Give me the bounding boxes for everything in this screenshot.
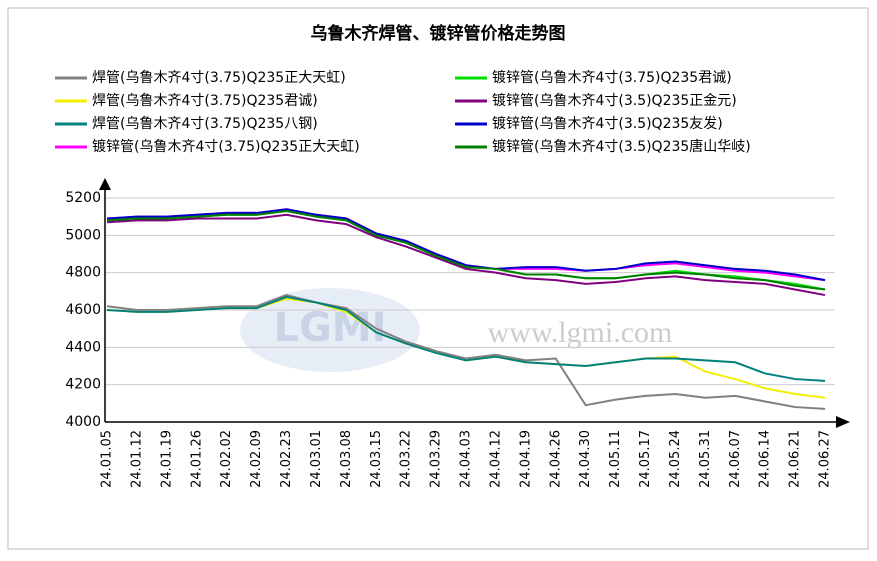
x-tick-label: 24.04.12 [488,430,503,488]
y-tick-label: 4600 [65,302,101,318]
x-tick-label: 24.01.19 [159,430,174,488]
series-line [106,210,826,291]
y-axis-arrow [99,178,111,190]
logo-badge [240,288,420,372]
x-tick-label: 24.03.29 [429,430,444,488]
legend-label: 焊管(乌鲁木齐4寸(3.75)Q235八钢) [92,116,318,132]
frame [7,7,869,550]
x-tick-label: 24.06.27 [818,430,833,488]
y-tick-label: 4200 [65,377,101,393]
x-tick-label: 24.05.11 [608,430,623,488]
x-tick-label: 24.02.02 [219,430,234,488]
x-tick-label: 24.05.24 [668,430,683,488]
x-axis-arrow [836,416,850,428]
y-tick-label: 5200 [65,190,101,206]
x-tick-label: 24.01.26 [189,430,204,488]
legend-label: 焊管(乌鲁木齐4寸(3.75)Q235君诚) [92,93,318,109]
x-tick-label: 24.04.03 [459,430,474,488]
series-line [106,295,826,382]
x-tick-label: 24.06.14 [758,430,773,488]
legend-label: 焊管(乌鲁木齐4寸(3.75)Q235正大天虹) [92,70,346,86]
x-tick-label: 24.05.31 [698,430,713,488]
series-line [106,294,826,410]
watermark: www.lgmi.com [488,316,673,349]
series-line [106,213,826,297]
x-tick-label: 24.02.23 [279,430,294,488]
x-tick-label: 24.06.07 [728,430,743,488]
x-tick-label: 24.06.21 [788,430,803,488]
legend-label: 镀锌管(乌鲁木齐4寸(3.75)Q235正大天虹) [92,138,360,155]
y-tick-label: 4400 [65,339,101,355]
chart-title: 乌鲁木齐焊管、镀锌管价格走势图 [311,23,566,44]
x-tick-label: 24.04.26 [548,430,563,488]
x-tick-label: 24.02.09 [249,430,264,488]
x-tick-label: 24.04.30 [578,430,593,488]
x-tick-label: 24.05.17 [638,430,653,488]
legend-label: 镀锌管(乌鲁木齐4寸(3.5)Q235正金元) [492,92,737,109]
x-tick-label: 24.03.08 [339,430,354,488]
legend-label: 镀锌管(乌鲁木齐4寸(3.5)Q235唐山华岐) [492,138,751,155]
y-tick-label: 5000 [65,227,101,243]
x-tick-label: 24.04.19 [518,430,533,488]
x-tick-label: 24.03.01 [309,430,324,488]
series-line [106,208,826,282]
legend-label: 镀锌管(乌鲁木齐4寸(3.5)Q235友发) [492,115,723,132]
y-tick-label: 4000 [65,414,101,430]
x-tick-label: 24.03.22 [399,430,414,488]
y-tick-label: 4800 [65,265,101,281]
x-tick-label: 24.03.15 [369,430,384,488]
x-tick-label: 24.01.12 [129,430,144,488]
logo: LGMI [273,305,386,351]
legend-label: 镀锌管(乌鲁木齐4寸(3.75)Q235君诚) [492,69,732,86]
x-tick-label: 24.01.05 [100,430,115,488]
